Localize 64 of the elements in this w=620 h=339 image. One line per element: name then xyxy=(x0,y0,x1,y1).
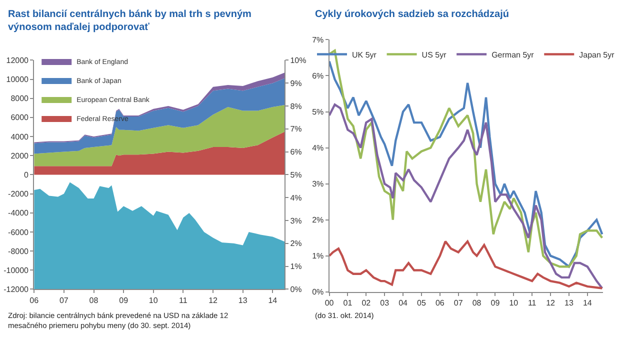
y2-tick-label: 7% xyxy=(290,124,302,134)
y-tick-label: 4000 xyxy=(10,132,30,142)
y2-tick-label: 6% xyxy=(290,148,302,157)
y-tick-label: 6% xyxy=(312,72,324,81)
x-tick-label: 09 xyxy=(490,298,500,308)
y2-tick-label: 1% xyxy=(290,262,302,272)
x-tick-label: 02 xyxy=(362,298,372,308)
y2-tick-label: 9% xyxy=(290,78,302,88)
y-tick-label: -8000 xyxy=(8,246,30,256)
x-tick-label: 06 xyxy=(30,296,40,305)
y2-tick-label: 8% xyxy=(290,102,302,111)
y-tick-label: 2000 xyxy=(10,151,30,160)
chart-title: Rast bilancií centrálnych bánk by mal trh s pevným výnosom naďalej podporovať xyxy=(8,9,252,33)
x-tick-label: 11 xyxy=(179,296,188,305)
x-tick-label: 11 xyxy=(528,298,537,308)
x-tick-label: 10 xyxy=(148,296,158,305)
legend-label: US 5yr xyxy=(422,50,447,60)
legend-label: German 5yr xyxy=(492,50,534,60)
y-tick-label: 0% xyxy=(312,288,324,297)
y-tick-label: -12000 xyxy=(4,285,30,294)
x-tick-label: 05 xyxy=(417,298,426,308)
x-tick-label: 14 xyxy=(582,298,592,308)
y-tick-label: 5% xyxy=(312,108,324,117)
x-tick-label: 13 xyxy=(238,296,248,305)
y-tick-label: 4% xyxy=(312,144,324,153)
y-tick-label: 12000 xyxy=(6,56,30,65)
y-tick-label: -10000 xyxy=(4,266,30,275)
y2-tick-label: 3% xyxy=(290,216,302,226)
y2-tick-label: 4% xyxy=(290,193,302,202)
line-series xyxy=(329,240,604,290)
y-tick-label: 1% xyxy=(312,252,324,261)
y2-tick-label: 0% xyxy=(290,285,302,294)
y-tick-label: 6000 xyxy=(10,113,30,122)
x-tick-label: 00 xyxy=(324,298,334,308)
x-tick-label: 04 xyxy=(398,298,408,308)
y-tick-label: 3% xyxy=(312,180,324,189)
x-tick-label: 08 xyxy=(89,296,99,305)
x-tick-label: 13 xyxy=(564,298,574,308)
x-tick-label: 12 xyxy=(546,298,556,308)
x-tick-label: 03 xyxy=(380,298,390,308)
x-tick-label: 07 xyxy=(59,296,69,305)
y-tick-label: 8000 xyxy=(10,94,30,104)
y2-tick-label: 10% xyxy=(290,56,306,65)
y-tick-label: 10000 xyxy=(6,75,30,84)
y-tick-label: -6000 xyxy=(8,228,30,237)
x-tick-label: 08 xyxy=(472,298,482,308)
y2-tick-label: 5% xyxy=(290,170,302,180)
x-tick-label: 07 xyxy=(454,298,464,308)
y-tick-label: 0 xyxy=(24,170,30,180)
x-tick-label: 12 xyxy=(208,296,218,305)
y-tick-label: 7% xyxy=(312,36,324,45)
line-series xyxy=(329,103,604,290)
x-tick-label: 09 xyxy=(119,296,129,305)
y2-tick-label: 2% xyxy=(290,239,302,248)
legend-label: Japan 5yr xyxy=(579,50,615,60)
y-tick-label: -4000 xyxy=(8,208,30,218)
x-tick-label: 14 xyxy=(268,296,278,305)
legend-label: UK 5yr xyxy=(352,50,377,60)
y-tick-label: -2000 xyxy=(8,190,30,199)
x-tick-label: 10 xyxy=(509,298,519,308)
chart-title: Cykly úrokových sadzieb sa rozchádzajú xyxy=(315,9,509,20)
x-tick-label: 06 xyxy=(435,298,445,308)
y-tick-label: 2% xyxy=(312,216,324,225)
x-tick-label: 01 xyxy=(343,298,353,308)
